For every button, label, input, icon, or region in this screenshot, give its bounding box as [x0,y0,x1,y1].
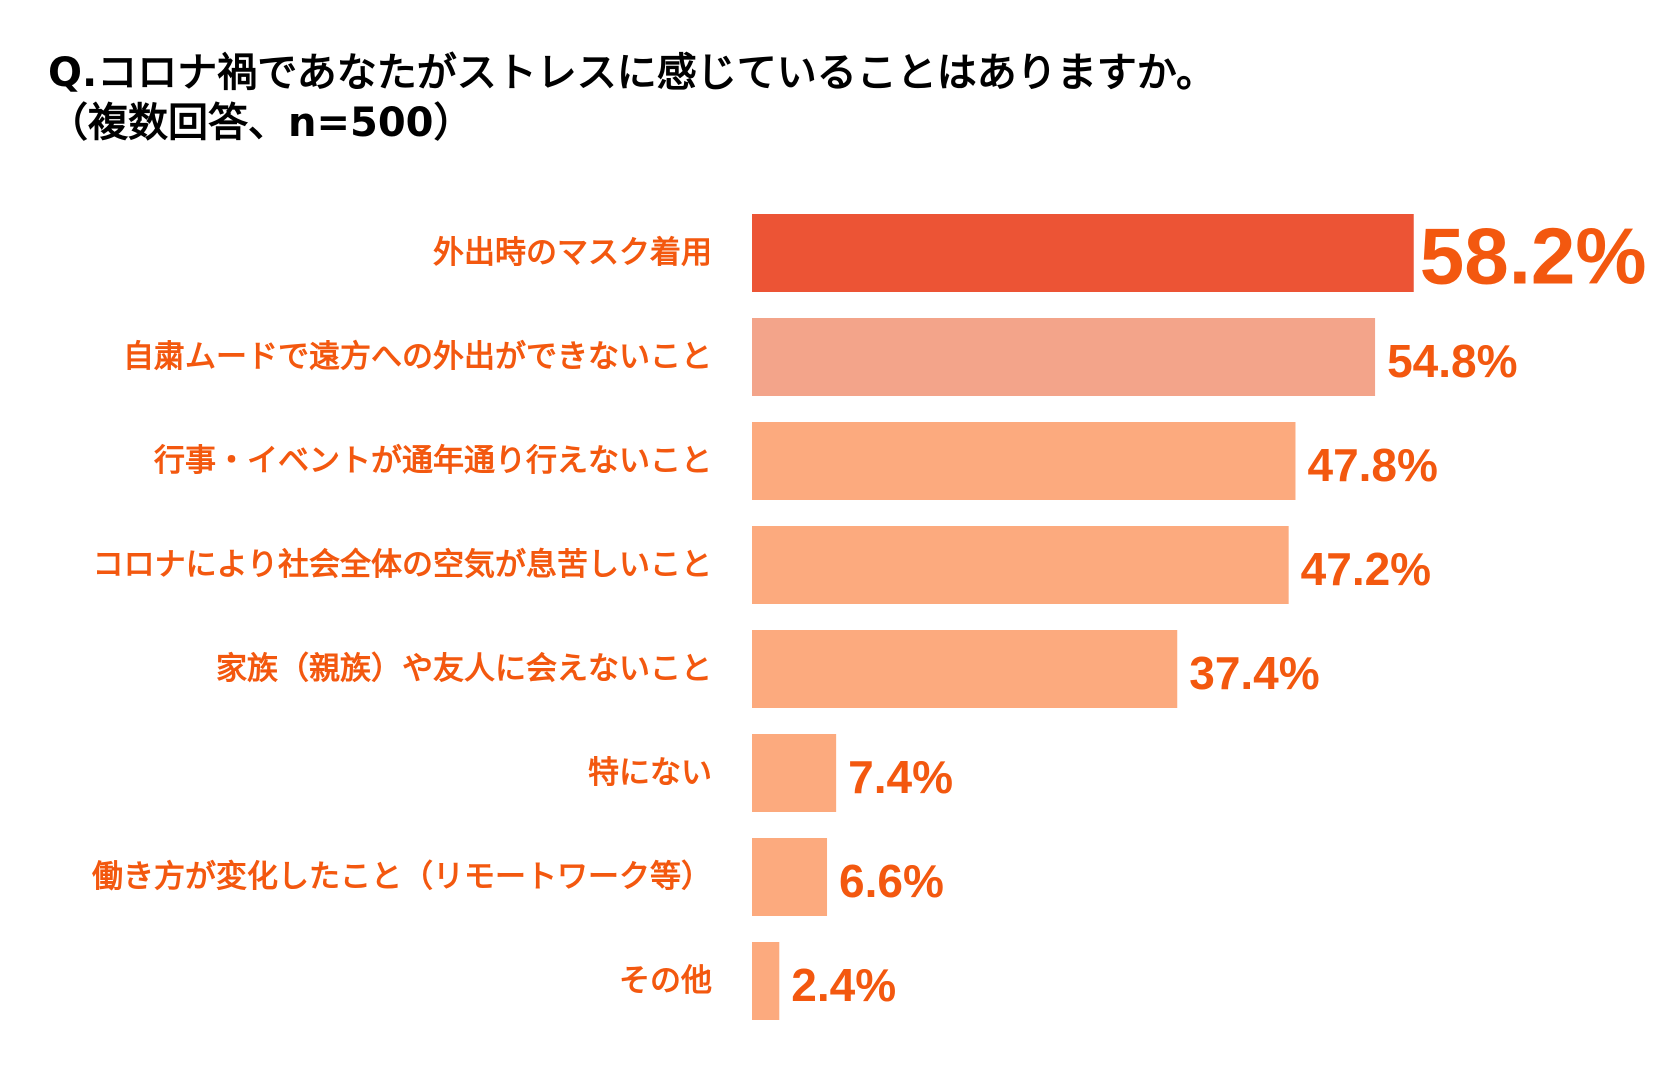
bar-6 [752,838,828,916]
category-label-7: その他 [619,963,712,999]
category-label-3: コロナにより社会全体の空気が息苦しいこと [93,547,712,583]
value-label-3: 47.2% [1301,543,1431,595]
bar-3 [752,526,1289,604]
bar-4 [752,630,1178,708]
value-label-4: 37.4% [1189,647,1319,699]
bar-7 [752,942,780,1020]
title-line-2: （複数回答、n=500） [48,100,474,146]
bar-2 [752,422,1296,500]
value-label-0: 58.2% [1420,212,1647,301]
chart-title: Q.コロナ禍であなたがストレスに感じていることはありますか。 （複数回答、n=5… [48,48,1216,148]
category-label-6: 働き方が変化したこと（リモートワーク等） [92,859,712,895]
category-label-0: 外出時のマスク着用 [433,235,712,271]
value-label-6: 6.6% [839,855,944,907]
value-label-7: 2.4% [791,959,896,1011]
title-line-1: Q.コロナ禍であなたがストレスに感じていることはありますか。 [48,50,1216,96]
value-label-1: 54.8% [1387,335,1517,387]
category-label-4: 家族（親族）や友人に会えないこと [216,651,712,687]
bar-1 [752,318,1376,396]
category-label-1: 自粛ムードで遠方への外出ができないこと [123,339,712,375]
value-label-2: 47.8% [1307,439,1437,491]
bar-5 [752,734,837,812]
value-label-5: 7.4% [848,751,953,803]
bar-0 [752,214,1414,292]
category-label-5: 特にない [588,755,712,791]
category-label-2: 行事・イベントが通年通り行えないこと [153,443,712,479]
